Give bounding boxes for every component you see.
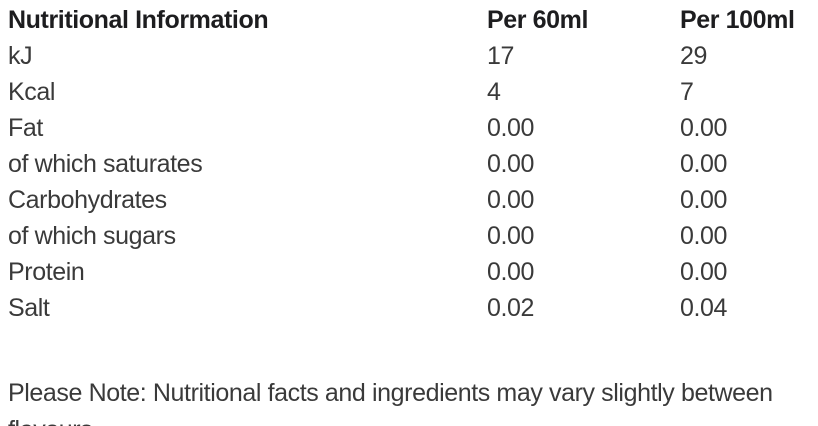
value-per-60ml: 0.00 [487,150,535,178]
value-per-60ml: 0.00 [487,222,535,250]
row-label: Salt [8,294,50,322]
value-per-60ml: 0.00 [487,258,535,286]
value-per-60ml: 17 [487,42,515,70]
value-per-100ml: 7 [680,78,694,106]
row-label: kJ [8,42,33,70]
table-header-row: Nutritional Information Per 60ml Per 100… [8,2,810,38]
value-per-60ml: 4 [487,78,501,106]
table-row-kcal: Kcal 4 7 [8,74,810,110]
row-label: of which sugars [8,222,176,250]
value-per-100ml: 0.00 [680,186,728,214]
table-row-protein: Protein 0.00 0.00 [8,254,810,290]
value-per-100ml: 0.00 [680,114,728,142]
table-row-saturates: of which saturates 0.00 0.00 [8,146,810,182]
value-per-60ml: 0.00 [487,114,535,142]
table-row-fat: Fat 0.00 0.00 [8,110,810,146]
value-per-100ml: 29 [680,42,708,70]
table-row-sugars: of which sugars 0.00 0.00 [8,218,810,254]
header-per-60ml: Per 60ml [487,6,589,34]
value-per-100ml: 0.00 [680,258,728,286]
nutrition-table: Nutritional Information Per 60ml Per 100… [8,2,810,326]
table-row-carbohydrates: Carbohydrates 0.00 0.00 [8,182,810,218]
table-row-salt: Salt 0.02 0.04 [8,290,810,326]
value-per-100ml: 0.04 [680,294,728,322]
value-per-100ml: 0.00 [680,222,728,250]
note-text: Please Note: Nutritional facts and ingre… [8,379,773,426]
row-label: Carbohydrates [8,186,167,214]
row-label: Fat [8,114,43,142]
row-label: of which saturates [8,150,203,178]
value-per-60ml: 0.00 [487,186,535,214]
row-label: Protein [8,258,85,286]
header-per-100ml: Per 100ml [680,6,795,34]
value-per-60ml: 0.02 [487,294,535,322]
row-label: Kcal [8,78,56,106]
table-row-kj: kJ 17 29 [8,38,810,74]
header-nutritional-information: Nutritional Information [8,6,269,34]
value-per-100ml: 0.00 [680,150,728,178]
